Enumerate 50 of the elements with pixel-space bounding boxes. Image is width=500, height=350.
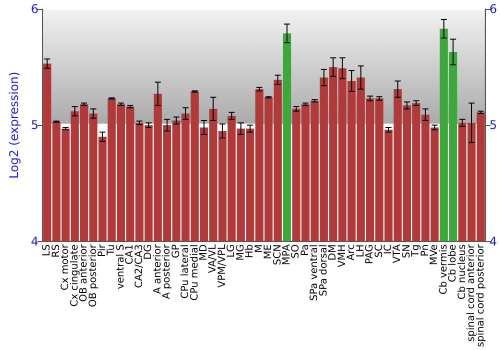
y-tick-label: 5 xyxy=(30,118,39,132)
x-tick-label: VMH xyxy=(336,244,348,268)
x-tick-label: MVe xyxy=(429,244,440,266)
x-tick-label: CA1 xyxy=(124,244,136,264)
x-tick-label: CA2/CA3 xyxy=(134,244,145,288)
x-tick-label: Cb nucleus xyxy=(456,244,468,300)
x-tick-label: SC xyxy=(374,244,385,258)
x-tick-label: M xyxy=(254,244,265,253)
x-tick-label: SCN xyxy=(272,244,284,266)
x-tick-label: MD xyxy=(198,244,210,261)
x-tick-label: Tg xyxy=(410,244,422,258)
y2-tick-label: 6 xyxy=(489,2,498,16)
x-tick-label: OB posterior xyxy=(88,243,99,308)
x-tick-label: Pir xyxy=(97,243,108,257)
x-tick-label: LG xyxy=(226,244,238,258)
x-tick-label: ME xyxy=(263,244,274,260)
x-tick-label: IC xyxy=(382,244,394,254)
x-tick-label: DG xyxy=(143,244,154,260)
x-tick-label: MG xyxy=(235,244,246,261)
x-tick-label: Tu xyxy=(106,244,118,256)
y-tick-label: 6 xyxy=(30,2,39,16)
x-tick-label: Cx cingulate xyxy=(69,244,80,307)
x-tick-label: Cb lobe xyxy=(448,244,459,282)
x-tick-label: Pn xyxy=(420,244,431,256)
x-tick-label: VTA xyxy=(392,244,404,264)
x-tick-label: CPu medial xyxy=(189,244,200,301)
x-tick-label: DM xyxy=(328,244,339,261)
x-tick-label: PAG xyxy=(364,244,376,264)
x-tick-label: SPa dorsal xyxy=(318,244,330,296)
x-tick-label: LH xyxy=(355,244,366,258)
x-tick-label: A posterior xyxy=(162,243,173,300)
x-tick-label: spinal cord anterior xyxy=(466,243,478,342)
x-tick-label: Pa xyxy=(300,244,311,256)
x-tick-label: ventral S xyxy=(115,244,126,290)
x-tick-label: Arc xyxy=(346,244,358,261)
x-tick-label: SO xyxy=(290,244,302,259)
y2-tick-label: 5 xyxy=(489,118,498,132)
x-tick-label: VPM/VPL xyxy=(216,244,228,288)
x-tick-label: LS xyxy=(42,244,53,256)
x-tick-label: A anterior xyxy=(152,243,164,294)
x-tick-label: Cb vermis xyxy=(438,244,450,295)
x-tick-label: Hb xyxy=(244,244,256,258)
y2-tick-label: 4 xyxy=(489,234,498,248)
x-tick-label: SN xyxy=(401,244,412,258)
x-tick-label: GP xyxy=(170,244,182,258)
y-axis-title: Log2 (expression) xyxy=(7,72,21,179)
x-tick-label: RS xyxy=(50,244,62,258)
x-tick-label: spinal cord posterior xyxy=(475,243,486,348)
y-tick-label: 4 xyxy=(30,234,39,248)
x-tick-label: VA/VL xyxy=(208,244,219,274)
